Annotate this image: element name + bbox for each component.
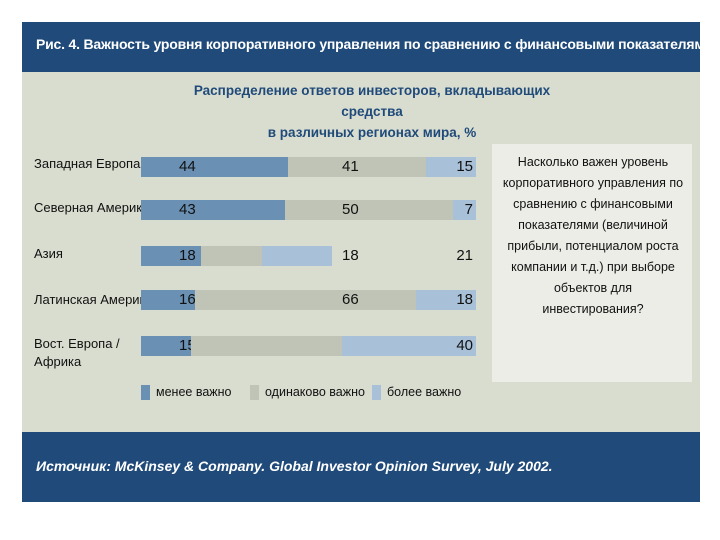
- source-text: Источник: McKinsey & Company. Global Inv…: [36, 458, 553, 474]
- bar-segment: [141, 290, 195, 310]
- category-label: Азия: [34, 246, 63, 261]
- figure-title: Рис. 4. Важность уровня корпоративного у…: [36, 36, 713, 52]
- question-text: Насколько важен уровень корпоративного у…: [502, 155, 684, 316]
- data-label: 50: [342, 201, 359, 218]
- category-label: Вост. Европа / Африка: [34, 336, 120, 369]
- bar-segment: [194, 290, 416, 310]
- data-label: 18: [179, 247, 196, 264]
- title-bar: Рис. 4. Важность уровня корпоративного у…: [22, 22, 713, 72]
- source-bar: Источник: McKinsey & Company. Global Inv…: [22, 432, 700, 502]
- data-label: 21: [456, 247, 473, 264]
- bar-segment: [141, 200, 286, 220]
- bar-segment: [342, 336, 476, 356]
- legend-label-more: более важно: [387, 385, 462, 399]
- legend-item-equal: одинаково важно: [250, 384, 370, 400]
- data-label: 7: [464, 201, 473, 218]
- legend-label-less: менее важно: [156, 385, 232, 399]
- bar-segment: [425, 157, 476, 177]
- category-label: Северная Америка: [34, 200, 150, 215]
- category-label: Латинская Америка: [34, 292, 153, 307]
- bar-row: 43 50 7: [141, 200, 476, 220]
- data-label: 44: [179, 158, 196, 175]
- data-label: 66: [342, 291, 359, 308]
- data-label: 18: [456, 291, 473, 308]
- data-label: 16: [179, 291, 196, 308]
- legend-swatch-less: [141, 385, 150, 400]
- legend-item-more: более важно: [372, 384, 472, 400]
- data-label: 15: [456, 158, 473, 175]
- bar-segment: [141, 336, 192, 356]
- bar-row: 44 41 15: [141, 157, 476, 177]
- legend-swatch-equal: [250, 385, 259, 400]
- question-box: Насколько важен уровень корпоративного у…: [492, 144, 692, 382]
- legend-item-less: менее важно: [141, 384, 241, 400]
- figure-frame: Рис. 4. Важность уровня корпоративного у…: [22, 22, 713, 502]
- bar-row: 18 18 21: [141, 246, 476, 266]
- bar-segment: [415, 290, 476, 310]
- bar-segment: [285, 200, 453, 220]
- bar-row: 16 66 18: [141, 290, 476, 310]
- bar-segment: [191, 336, 342, 356]
- legend-label-equal: одинаково важно: [265, 385, 365, 399]
- bar-segment: [141, 246, 202, 266]
- legend-swatch-more: [372, 385, 381, 400]
- data-label: 41: [342, 158, 359, 175]
- bar-segment: [261, 246, 332, 266]
- chart-subtitle: Распределение ответов инвесторов, вклады…: [172, 80, 572, 143]
- chart-subtitle-line-2: в различных регионах мира, %: [267, 125, 477, 140]
- bar-segment: [288, 157, 426, 177]
- category-label: Западная Европа: [34, 156, 141, 171]
- bar-segment: [452, 200, 476, 220]
- bar-segment: [141, 157, 289, 177]
- bar-segment: [201, 246, 262, 266]
- data-label: 40: [456, 337, 473, 354]
- bar-row: 154540: [141, 336, 476, 356]
- data-label: 18: [342, 247, 359, 264]
- data-label: 43: [179, 201, 196, 218]
- chart-subtitle-line-1: Распределение ответов инвесторов, вклады…: [193, 83, 551, 119]
